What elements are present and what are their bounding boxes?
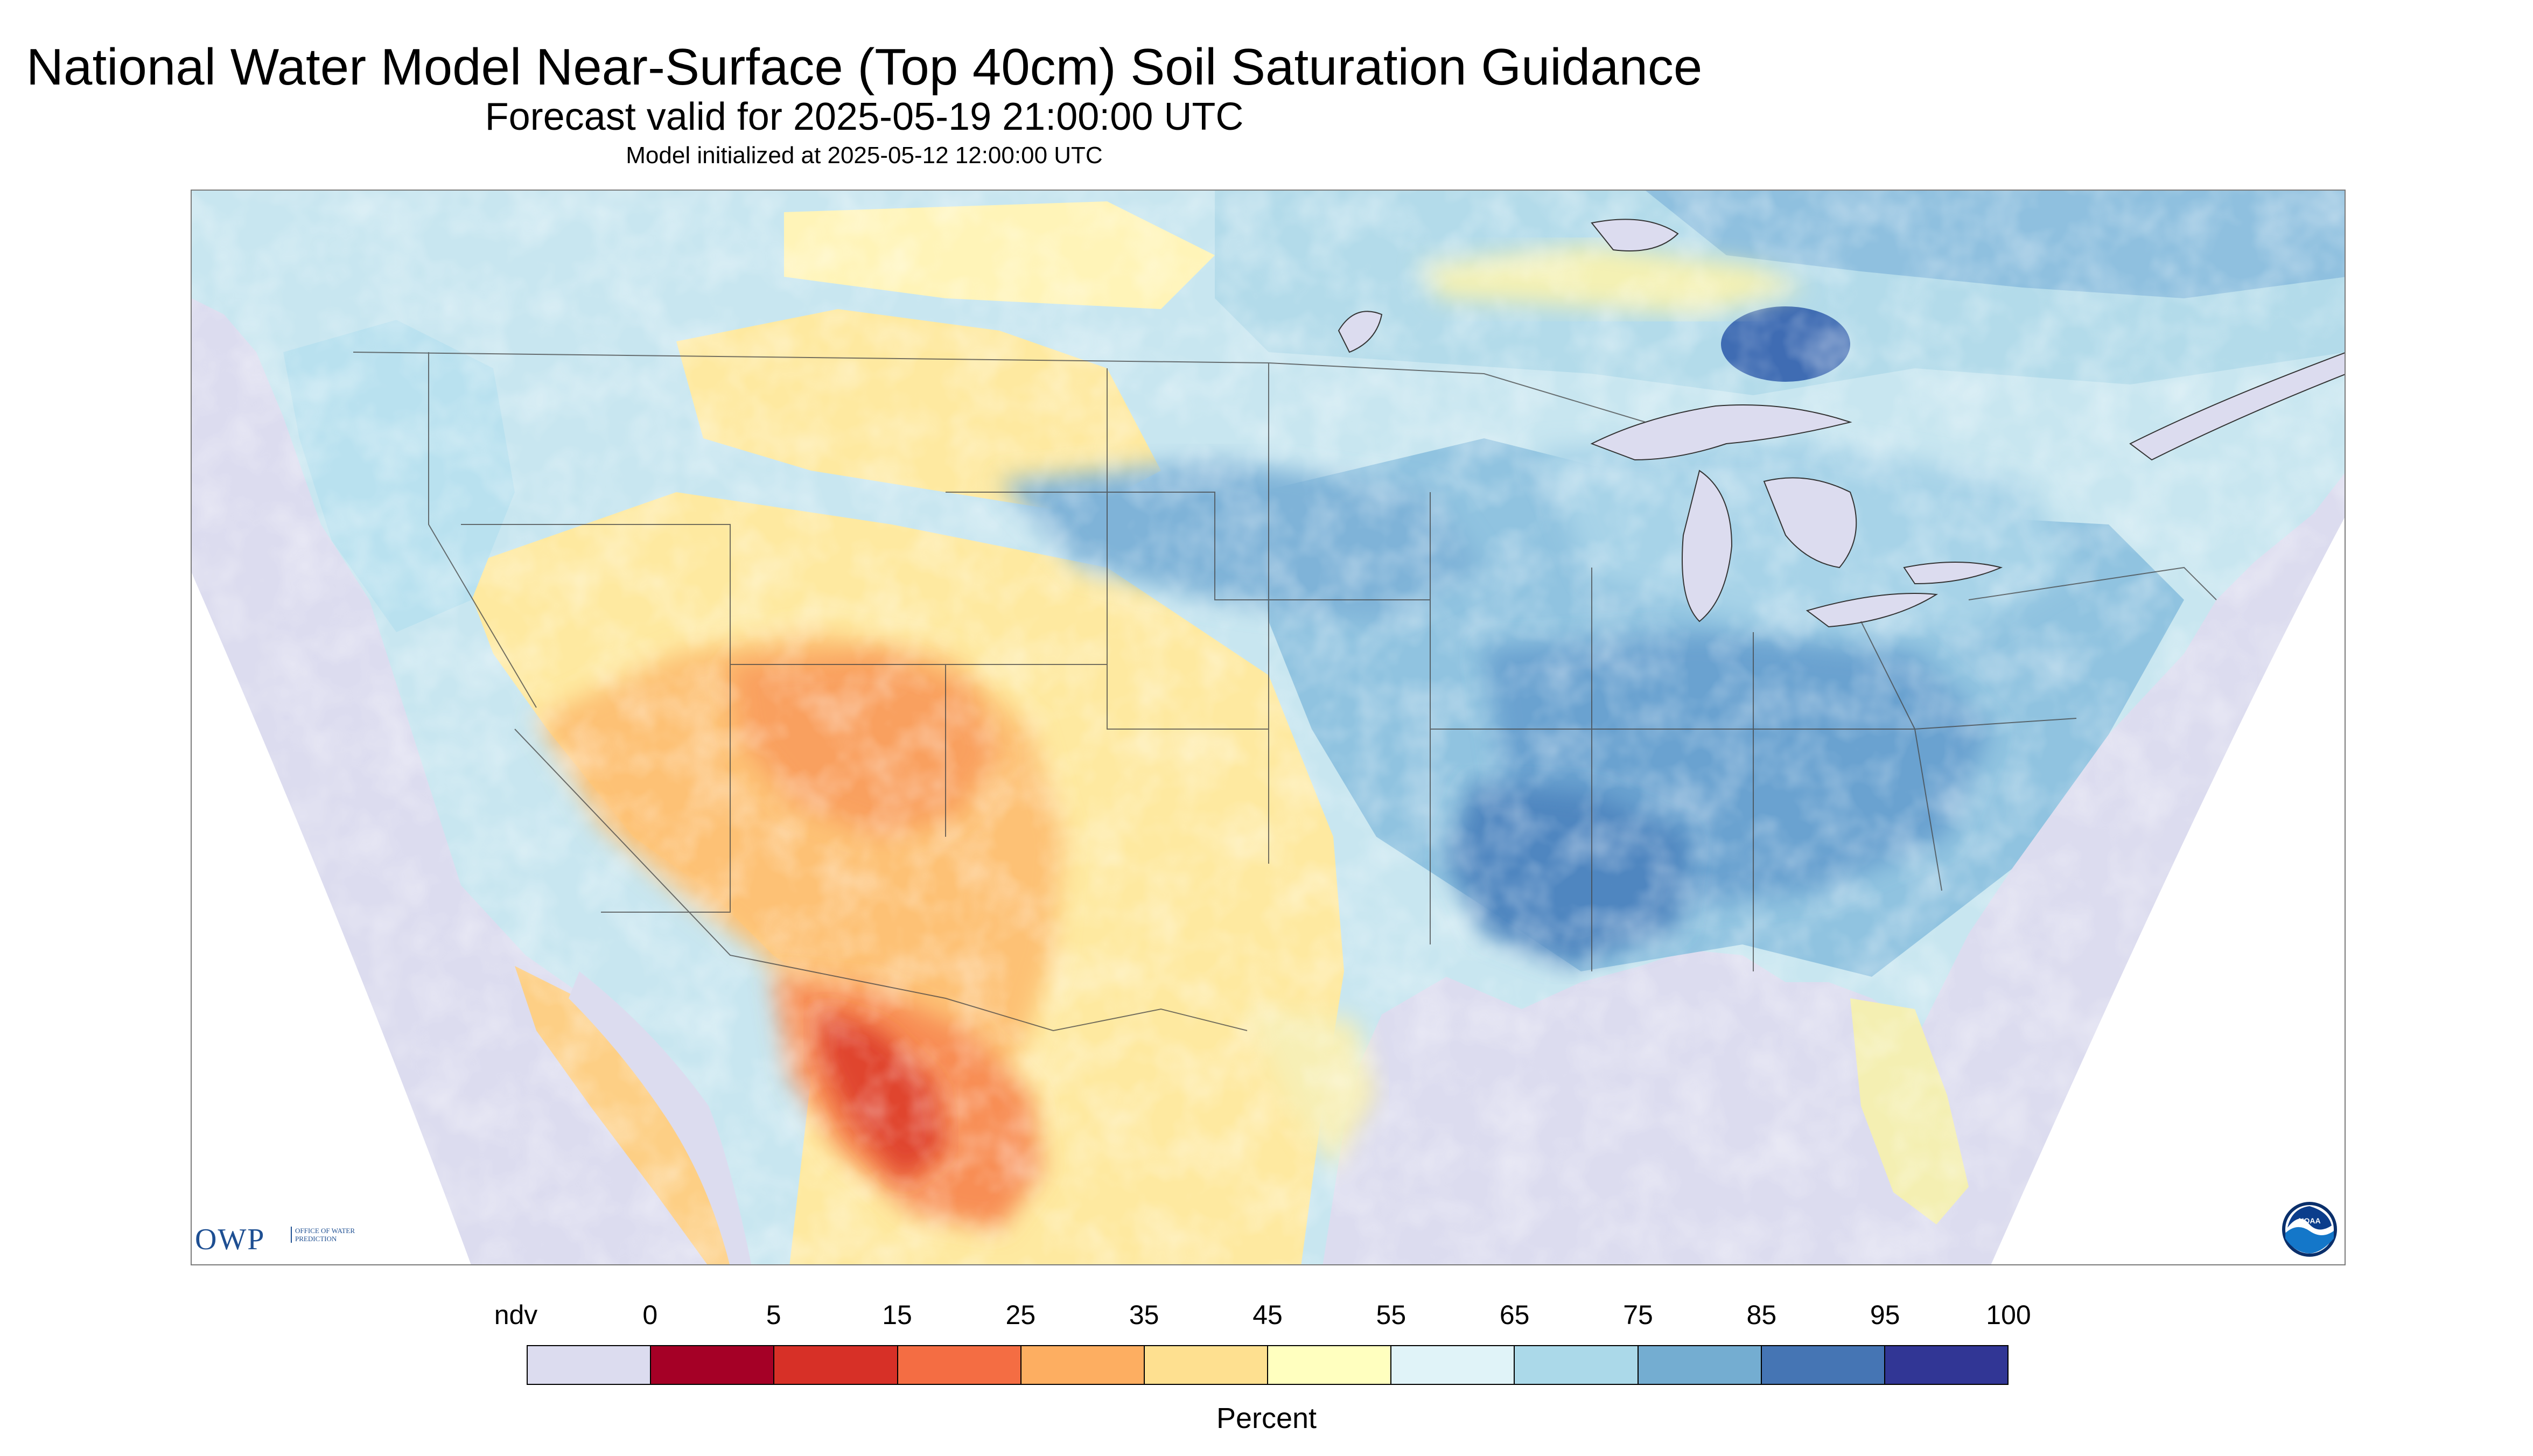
legend-tick-label: 15 [882, 1300, 912, 1330]
great-lakes [1338, 219, 2345, 628]
legend-color-cell [1638, 1346, 1762, 1384]
color-legend [527, 1345, 2009, 1385]
legend-color-cell [1268, 1346, 1392, 1384]
legend-color-cell [1391, 1346, 1515, 1384]
outside-domain-west [192, 573, 471, 1264]
model-init-time: Model initialized at 2025-05-12 12:00:00… [626, 142, 1103, 169]
forecast-valid-time: Forecast valid for 2025-05-19 21:00:00 U… [485, 95, 1244, 138]
legend-units: Percent [1216, 1402, 1317, 1434]
legend-color-cell [1144, 1346, 1269, 1384]
legend-color-cell [1761, 1346, 1885, 1384]
legend-color-cell [898, 1346, 1021, 1384]
legend-color-cell [1515, 1346, 1639, 1384]
legend-color-cell [528, 1346, 652, 1384]
owp-logo: OWP OFFICE OF WATER PREDICTION [195, 1223, 373, 1256]
legend-tick-label: 100 [1986, 1300, 2031, 1330]
legend-tick-label: 85 [1746, 1300, 1777, 1330]
legend-tick-label: 75 [1623, 1300, 1653, 1330]
legend-tick-label: 5 [766, 1300, 781, 1330]
map-canvas [192, 191, 2345, 1264]
legend-color-cell [1885, 1346, 2008, 1384]
legend-tick-label: 25 [1005, 1300, 1036, 1330]
legend-tick-label: 35 [1129, 1300, 1159, 1330]
legend-tick-label: 95 [1870, 1300, 1900, 1330]
owp-logo-text: OWP [195, 1223, 265, 1256]
legend-tick-label: 65 [1499, 1300, 1530, 1330]
legend-tick-label: 0 [642, 1300, 658, 1330]
legend-tick-label: 55 [1376, 1300, 1407, 1330]
gulf-of-california [569, 971, 752, 1264]
legend-tick-label: ndv [494, 1300, 538, 1330]
legend-tick-label: 45 [1252, 1300, 1283, 1330]
legend-color-cell [774, 1346, 898, 1384]
owp-logo-subtext: OFFICE OF WATER PREDICTION [291, 1227, 365, 1243]
legend-color-cell [1021, 1346, 1145, 1384]
outside-domain-east [1991, 517, 2345, 1264]
map-title: National Water Model Near-Surface (Top 4… [26, 38, 1703, 96]
svg-text:NOAA: NOAA [2298, 1216, 2320, 1225]
boundaries [353, 352, 2217, 1032]
land-values [192, 191, 2345, 1264]
noaa-logo: NOAA [2281, 1201, 2338, 1258]
legend-color-cell [651, 1346, 775, 1384]
soil-saturation-map [191, 190, 2346, 1265]
